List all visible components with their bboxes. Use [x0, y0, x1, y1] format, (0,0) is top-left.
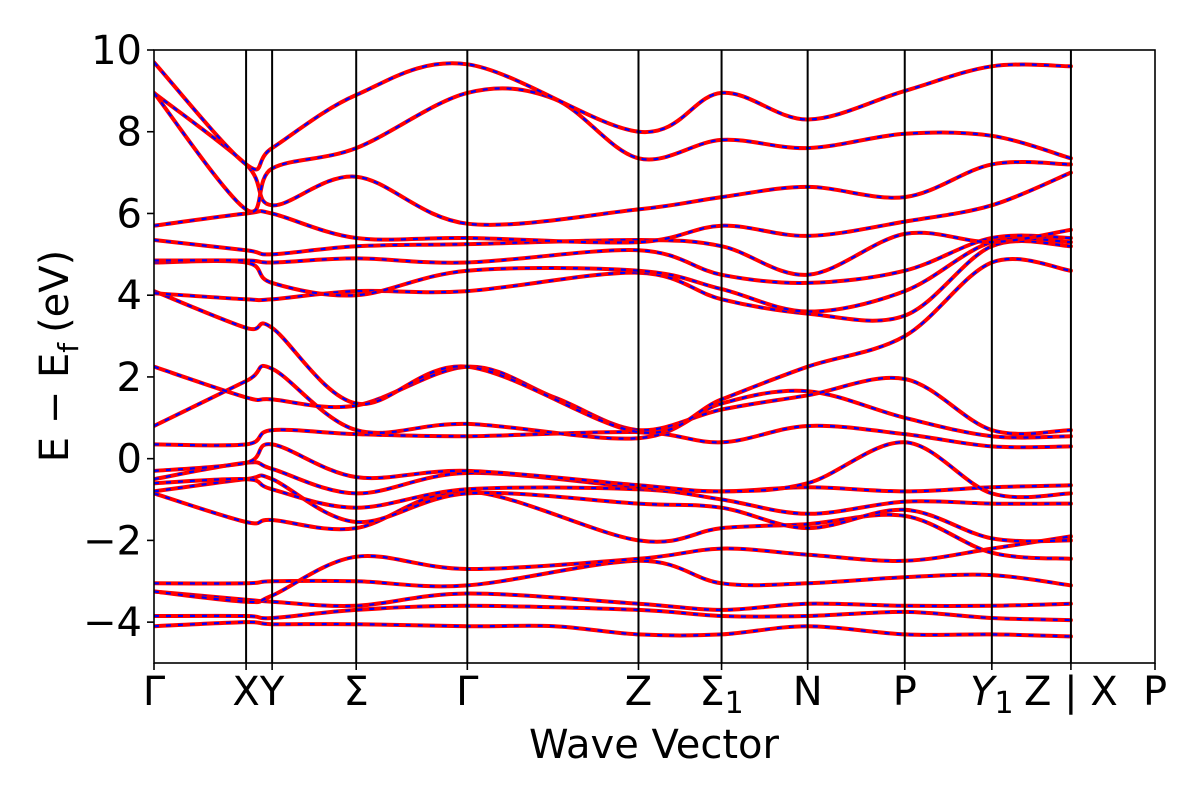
y-axis-title-unit: (eV) [32, 250, 78, 333]
band-19-overlay [154, 171, 1072, 244]
y-tick-label-2: −2 [83, 518, 142, 564]
band-22-overlay [154, 61, 1071, 171]
y-tick-label-4: 2 [117, 355, 142, 401]
band-5-overlay [154, 535, 1072, 604]
y-tick-label-5: 4 [117, 273, 142, 319]
x-tick-label-8: N [793, 669, 823, 715]
band-20-overlay [154, 92, 1071, 226]
band-7-overlay [154, 474, 1071, 543]
band-20-reference [154, 90, 1073, 227]
y-tick-label-6: 6 [117, 191, 142, 237]
y-tick-label-3: 0 [117, 437, 142, 483]
x-axis: Γ X Y Σ Γ Z Σ1 N P Y1 Z | X P [143, 663, 1167, 721]
x-tick-label-5: Γ [456, 669, 479, 715]
band-2-reference [154, 603, 1073, 623]
band-8-overlay [154, 477, 1071, 515]
x-tick-label-6: Z [625, 669, 652, 715]
x-tick-label-3: Y [259, 669, 285, 715]
y-axis-title-sub: f [52, 342, 85, 353]
band-5-reference [154, 534, 1073, 605]
bands-layer [154, 60, 1073, 639]
x-tick-label-10: Y1 [970, 669, 1014, 721]
band-3-reference [154, 589, 1073, 612]
y-axis-title: E − Ef (eV) [32, 250, 85, 463]
band-17-reference [154, 233, 1073, 285]
band-12-overlay [154, 364, 1071, 440]
band-4-reference [154, 558, 1073, 589]
x-tick-label-7: Σ1 [699, 669, 743, 721]
band-14-reference [154, 257, 1073, 435]
y-tick-label-8: 10 [91, 28, 142, 74]
band-10-overlay [154, 441, 1071, 499]
band-21-reference [154, 86, 1073, 214]
plot-frame [153, 49, 1156, 664]
y-axis: −4 −2 0 2 4 6 8 10 [83, 28, 154, 646]
x-tick-label-11: Z | X [1024, 669, 1118, 715]
band-21-overlay [154, 87, 1072, 213]
x-tick-label-1: Γ [143, 669, 166, 715]
y-tick-label-1: −4 [83, 600, 142, 646]
x-tick-label-9: P [893, 669, 917, 715]
band-9-overlay [154, 461, 1071, 495]
band-22-reference [154, 60, 1073, 172]
x-tick-label-12: P [1143, 669, 1167, 715]
band-6-overlay [154, 490, 1071, 560]
x-tick-label-2: X [232, 669, 259, 715]
band-4-overlay [154, 559, 1072, 588]
band-14-overlay [154, 257, 1072, 434]
x-axis-title: Wave Vector [529, 722, 780, 768]
x-tick-label-4: Σ [344, 669, 369, 715]
y-tick-label-7: 8 [117, 110, 142, 156]
band-18-overlay [154, 228, 1072, 276]
high-symmetry-lines [245, 50, 1072, 663]
y-axis-title-main: E − E [32, 353, 78, 463]
